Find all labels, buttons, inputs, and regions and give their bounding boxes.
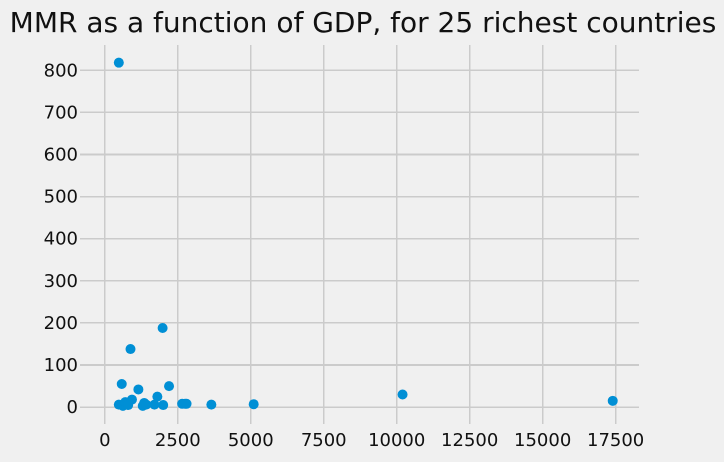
y-tick-label: 500: [44, 187, 78, 208]
data-point: [126, 394, 137, 405]
x-tick-label: 15000: [514, 430, 571, 451]
x-tick-label: 17500: [587, 430, 644, 451]
data-point: [133, 384, 144, 395]
data-point: [181, 398, 192, 409]
data-point: [113, 57, 124, 68]
data-point: [116, 378, 127, 389]
x-tick-label: 7500: [301, 430, 347, 451]
data-point: [141, 399, 152, 410]
y-tick-label: 300: [44, 271, 78, 292]
data-point: [157, 322, 168, 333]
y-tick-label: 100: [44, 355, 78, 376]
data-point: [125, 344, 136, 355]
y-tick-label: 700: [44, 102, 78, 123]
data-point: [158, 400, 169, 411]
x-tick-label: 2500: [155, 430, 201, 451]
y-tick-label: 600: [44, 144, 78, 165]
data-point: [206, 399, 217, 410]
x-tick-label: 0: [99, 430, 110, 451]
data-point: [164, 381, 175, 392]
data-point: [397, 389, 408, 400]
x-tick-label: 12500: [441, 430, 498, 451]
data-point: [607, 395, 618, 406]
data-point-layer: [113, 57, 618, 411]
y-tick-label: 400: [44, 229, 78, 250]
tick-label-layer: 0 2500 5000 7500 10000 12500 15000 17500 0 100 200…: [44, 60, 645, 451]
data-point: [152, 391, 163, 402]
y-tick-label: 0: [67, 397, 78, 418]
y-tick-label: 200: [44, 313, 78, 334]
data-point: [149, 399, 160, 410]
data-point: [248, 399, 259, 410]
chart-title: MMR as a function of GDP, for 25 richest…: [10, 6, 717, 39]
grid-layer: [80, 45, 639, 424]
x-tick-label: 10000: [368, 430, 425, 451]
y-tick-label: 800: [44, 60, 78, 81]
x-tick-label: 5000: [228, 430, 274, 451]
